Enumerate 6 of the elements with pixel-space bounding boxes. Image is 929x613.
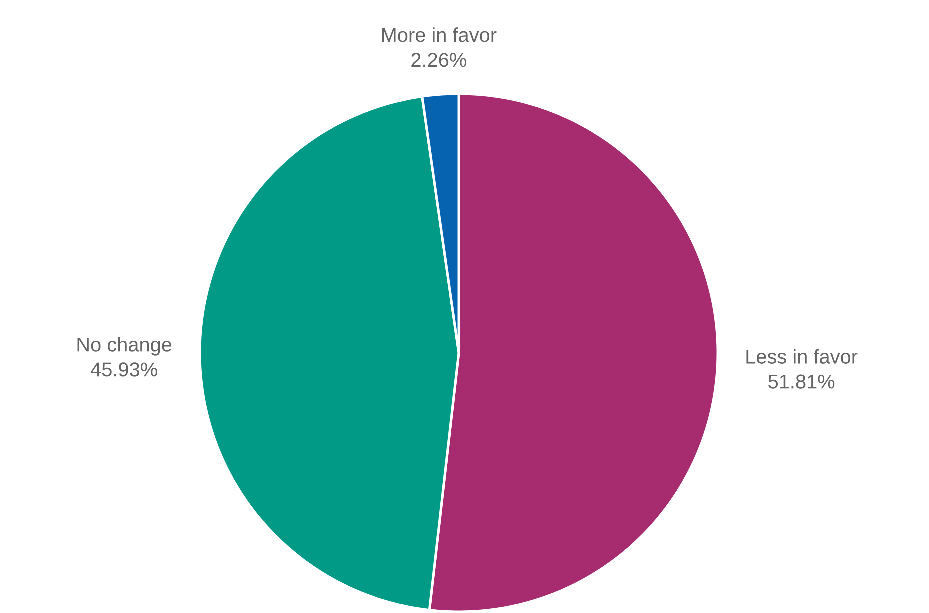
- slice-label: Less in favor: [746, 349, 858, 364]
- slice-label: No change: [78, 337, 172, 356]
- data-label: 2.26%: [412, 52, 466, 68]
- slice-label: More in favor: [382, 28, 497, 42]
- data-label: 51.81%: [768, 374, 835, 389]
- data-label: 45.93%: [90, 362, 158, 377]
